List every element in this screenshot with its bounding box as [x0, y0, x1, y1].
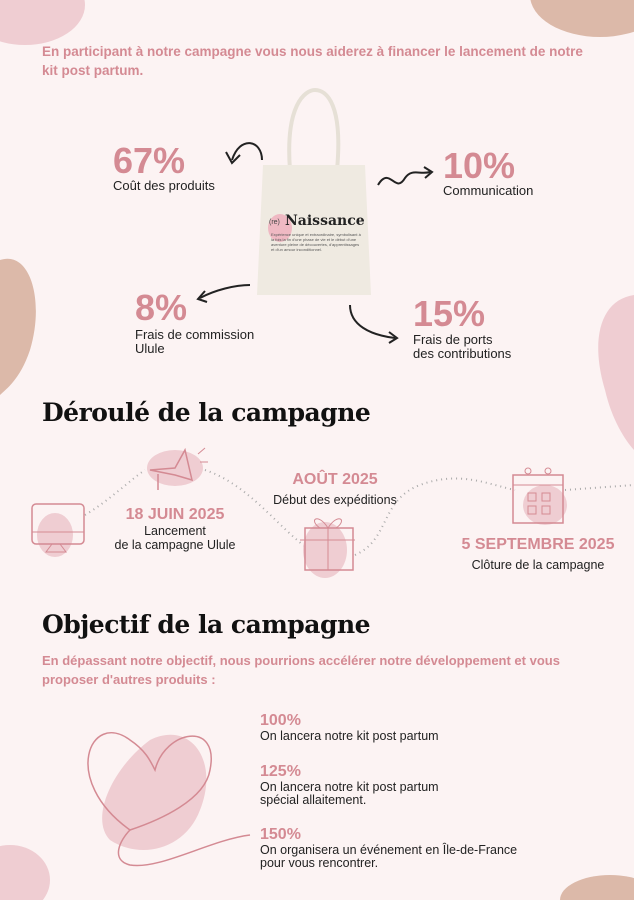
goals-title: Objectif de la campagne	[42, 610, 371, 639]
megaphone-icon	[147, 447, 208, 490]
timeline-step-shipping: AOÛT 2025 Début des expéditions	[255, 471, 415, 507]
percent-commission: 8%	[135, 287, 188, 328]
step-date: 5 SEPTEMBRE 2025	[461, 536, 615, 553]
timeline-graphic	[31, 447, 634, 578]
bag-prefix: (re)	[269, 219, 280, 226]
label-products: Coût des produits	[113, 178, 215, 193]
timeline-step-launch: 18 JUIN 2025 Lancement de la campagne Ul…	[100, 506, 250, 552]
timeline-title: Déroulé de la campagne	[42, 398, 371, 427]
goal-item-125: 125% On lancera notre kit post partum sp…	[260, 763, 439, 807]
gift-icon	[300, 518, 355, 578]
label-shipping: Frais de ports des contributions	[413, 332, 512, 361]
label-communication: Communication	[443, 183, 534, 198]
tote-bag-image: (re) Naissance Expérience unique et extr…	[255, 85, 373, 300]
step-label: Début des expéditions	[273, 493, 397, 507]
computer-icon	[31, 503, 85, 557]
bag-body: Expérience unique et extraordinaire, sym…	[271, 232, 361, 252]
calendar-icon	[512, 467, 567, 525]
goal-label: On lancera notre kit post partum	[260, 729, 439, 743]
label-commission: Frais de commission Ulule	[135, 327, 255, 356]
step-label: Clôture de la campagne	[471, 558, 605, 572]
timeline-step-close: 5 SEPTEMBRE 2025 Clôture de la campagne	[448, 536, 628, 572]
goal-item-100: 100% On lancera notre kit post partum	[260, 712, 439, 743]
arrow-icons	[196, 142, 434, 344]
goal-label: On organisera un événement en Île-de-Fra…	[260, 843, 518, 870]
goal-percent: 100%	[260, 712, 301, 729]
goal-percent: 125%	[260, 763, 301, 780]
intro-text: En participant à notre campagne vous nou…	[42, 44, 583, 78]
goal-item-150: 150% On organisera un événement en Île-d…	[260, 826, 517, 870]
goals-subtitle: En dépassant notre objectif, nous pourri…	[42, 653, 560, 687]
heart-illustration	[87, 732, 251, 867]
percent-communication: 10%	[443, 145, 516, 186]
step-label: Lancement de la campagne Ulule	[114, 524, 236, 552]
percent-products: 67%	[113, 140, 186, 181]
step-date: 18 JUIN 2025	[125, 506, 225, 523]
goal-percent: 150%	[260, 826, 301, 843]
step-date: AOÛT 2025	[292, 471, 378, 488]
percent-shipping: 15%	[413, 293, 486, 334]
goal-label: On lancera notre kit post partum spécial…	[260, 780, 439, 807]
bag-title: Naissance	[285, 213, 365, 229]
